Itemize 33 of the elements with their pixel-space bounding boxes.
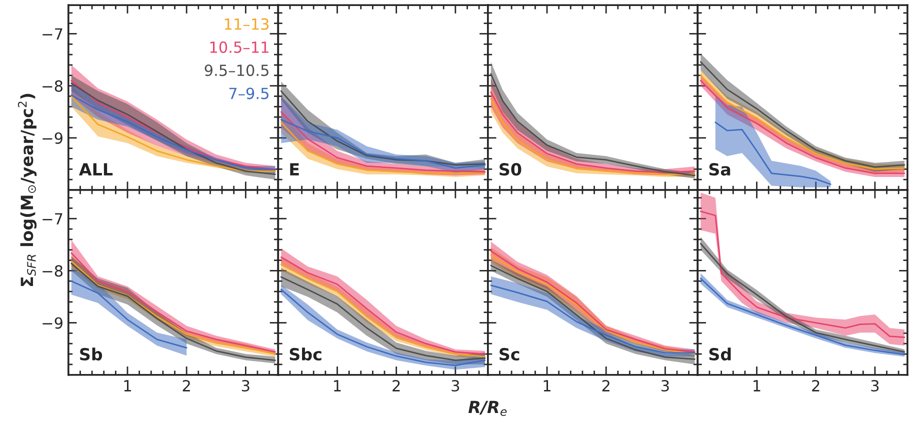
text: Sa xyxy=(709,163,730,176)
y-tick-label: −7 xyxy=(42,213,62,224)
x-tick-label: 2 xyxy=(392,380,400,392)
text: E xyxy=(290,163,299,176)
x-tick-label: 3 xyxy=(452,380,460,392)
x-tick-label: 1 xyxy=(334,380,341,392)
x-tick-label: 2 xyxy=(182,380,190,392)
text: Sbc xyxy=(290,348,322,361)
x-tick-label: 3 xyxy=(242,380,250,392)
x-tick-label: 1 xyxy=(754,380,760,392)
x-tick-label: 1 xyxy=(544,380,550,392)
x-axis-title: R/R$_{e}$ xyxy=(468,400,507,416)
text: 11–13 xyxy=(224,18,269,30)
text: S0 xyxy=(500,163,522,176)
y-tick-label: −8 xyxy=(42,265,62,277)
x-tick-label: 2 xyxy=(602,380,610,392)
x-tick-label: 1 xyxy=(124,380,131,392)
y-tick-label: −9 xyxy=(42,132,62,144)
text: 10.5–11 xyxy=(210,41,268,53)
x-tick-label: 3 xyxy=(661,380,669,392)
x-tick-label: 3 xyxy=(871,380,879,392)
text: 7–9.5 xyxy=(229,88,268,100)
x-tick-label: 2 xyxy=(812,380,820,392)
text: Sb xyxy=(80,348,102,361)
line-series xyxy=(70,280,188,348)
y-tick-label: −7 xyxy=(42,28,62,40)
text: ALL xyxy=(78,163,113,176)
text: Sd xyxy=(709,348,731,361)
y-axis-title: Σ$_{SFR}$ log(M$_{⊙}$/year/pc$^{2}$) xyxy=(18,94,37,286)
y-tick-label: −9 xyxy=(42,317,62,329)
y-tick-label: −8 xyxy=(42,80,62,92)
text: Sc xyxy=(500,348,520,361)
text: 9.5–10.5 xyxy=(204,64,268,76)
